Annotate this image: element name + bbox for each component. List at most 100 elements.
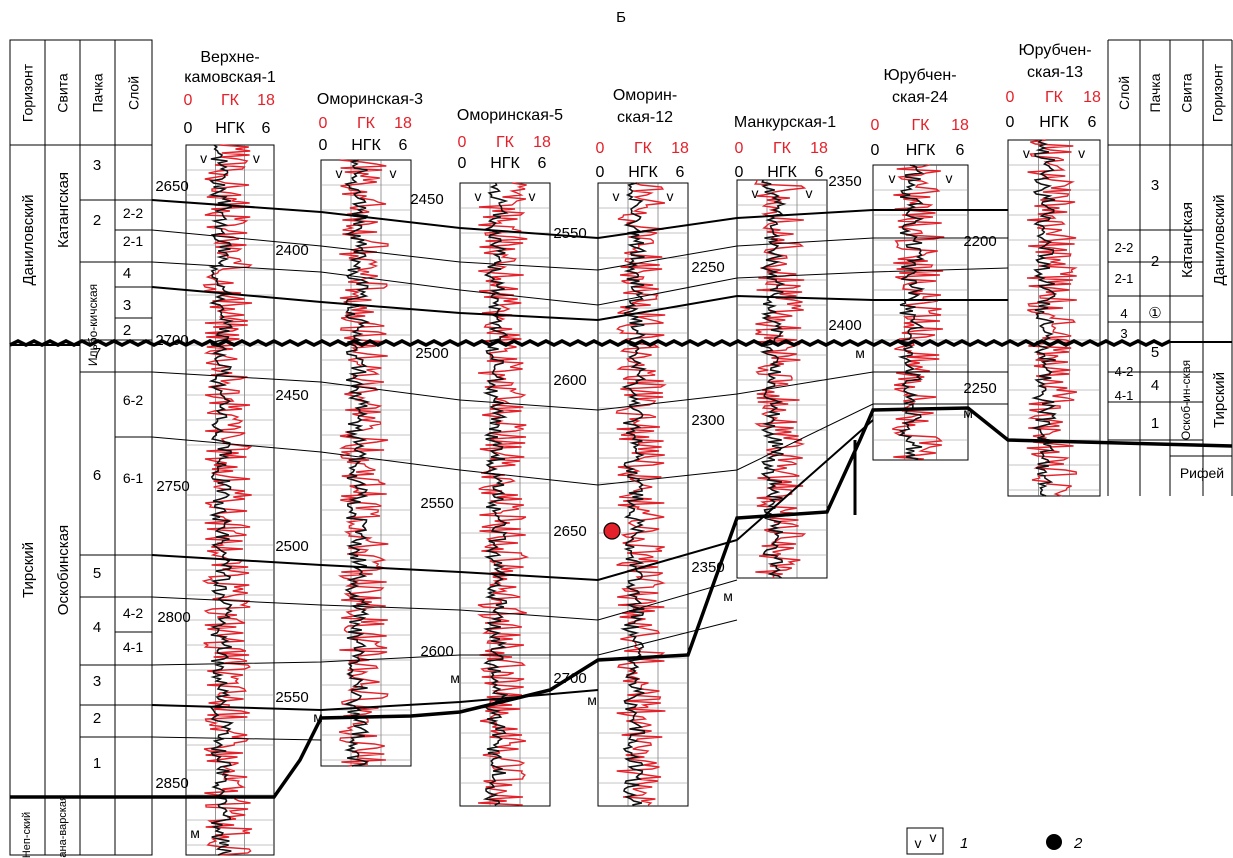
depth-label: 2250 bbox=[963, 380, 996, 397]
m-marker: м bbox=[313, 709, 323, 725]
tuff-mark: v bbox=[806, 185, 813, 201]
tuff-mark: v bbox=[475, 188, 482, 204]
depth-label: 2850 bbox=[155, 775, 188, 792]
left-header: Пачка bbox=[90, 73, 106, 112]
labels: Б 2650 2700 2750 2800 2850 2400 2450 2500 2550 245… bbox=[155, 9, 1083, 855]
depth-label: 2550 bbox=[275, 689, 308, 706]
right-layer: 4-1 bbox=[1115, 388, 1134, 403]
gk-scale: ГК bbox=[912, 117, 931, 134]
pack-number: 6 bbox=[93, 467, 101, 484]
right-pack: 5 bbox=[1151, 344, 1159, 361]
layer-label: 4-2 bbox=[123, 605, 143, 621]
ngk-scale: 0 bbox=[871, 142, 880, 159]
pack-number: 3 bbox=[93, 157, 101, 174]
tuff-mark: v bbox=[253, 150, 260, 166]
right-header: Свита bbox=[1179, 73, 1195, 113]
right-svita: Катангская bbox=[1179, 202, 1196, 278]
log-frame bbox=[597, 182, 689, 807]
tuff-mark: v bbox=[613, 188, 620, 204]
gk-scale: 18 bbox=[951, 117, 969, 134]
depth-label: 2300 bbox=[691, 412, 724, 429]
ngk-scale: НГК bbox=[1039, 114, 1069, 131]
well-7: Юрубчен-ская-130 ГК 180 НГК 6v v bbox=[1006, 42, 1101, 497]
well-name: Юрубчен- bbox=[1018, 42, 1091, 59]
pack-number: 4 bbox=[93, 619, 101, 636]
tuff-mark: v bbox=[667, 188, 674, 204]
gk-scale: 18 bbox=[810, 140, 828, 157]
depth-label: 2400 bbox=[828, 317, 861, 334]
ngk-scale: 0 bbox=[319, 137, 328, 154]
tuff-mark: v bbox=[946, 170, 953, 186]
sample-dot bbox=[603, 522, 621, 540]
correlation-line bbox=[151, 199, 1008, 240]
horizon-label: Тирский bbox=[20, 542, 37, 598]
well-name: Оморинская-5 bbox=[457, 107, 563, 124]
figure-letter: Б bbox=[616, 9, 626, 26]
svita-label: Катангская bbox=[55, 172, 72, 248]
gk-scale: ГК bbox=[357, 115, 376, 132]
pack-number: 2 bbox=[123, 322, 131, 339]
correlation-line bbox=[151, 286, 1008, 322]
log-frame bbox=[320, 159, 412, 767]
gk-scale: 0 bbox=[1006, 89, 1015, 106]
ngk-scale: 0 bbox=[596, 164, 605, 181]
legend-tuff-mark: v bbox=[930, 829, 937, 845]
pack-number: 3 bbox=[93, 673, 101, 690]
right-pack: 4 bbox=[1151, 377, 1159, 394]
gk-curve bbox=[337, 159, 389, 767]
ngk-curve bbox=[343, 159, 371, 767]
ngk-curve bbox=[620, 182, 648, 806]
unconformity-base bbox=[10, 406, 1233, 799]
left-header: Горизонт bbox=[20, 63, 36, 122]
right-horizon: Тирский bbox=[1211, 372, 1228, 428]
gk-curve bbox=[753, 179, 807, 579]
depth-label: 2700 bbox=[155, 332, 188, 349]
pack-number: 4 bbox=[123, 265, 131, 282]
legend-num: 2 bbox=[1073, 835, 1083, 852]
well-name: Манкурская-1 bbox=[734, 114, 836, 131]
tuff-mark: v bbox=[336, 165, 343, 181]
right-pack: 2 bbox=[1151, 253, 1159, 270]
depth-label: 2750 bbox=[156, 478, 189, 495]
gk-scale: 18 bbox=[533, 134, 551, 151]
pack-number: 3 bbox=[123, 297, 131, 314]
ngk-scale: 6 bbox=[956, 142, 965, 159]
right-header: Слой bbox=[1116, 76, 1132, 110]
tuff-mark: v bbox=[529, 188, 536, 204]
well-4: Оморин-ская-120 ГК 180 НГК 6v v bbox=[596, 87, 689, 807]
legend-tuff-mark: v bbox=[915, 835, 922, 851]
depth-label: 2650 bbox=[553, 523, 586, 540]
m-marker: м bbox=[855, 345, 865, 361]
tuff-mark: v bbox=[1023, 145, 1030, 161]
ngk-scale: 6 bbox=[1088, 114, 1097, 131]
legend-swatch-tuff bbox=[906, 827, 944, 855]
ngk-scale: 0 bbox=[1006, 114, 1015, 131]
pack-number: 5 bbox=[93, 565, 101, 582]
gk-scale: 18 bbox=[671, 140, 689, 157]
m-marker: м bbox=[723, 588, 733, 604]
ngk-scale: 0 bbox=[735, 164, 744, 181]
gk-scale: 0 bbox=[319, 115, 328, 132]
m-marker: м bbox=[587, 692, 597, 708]
svita-label: Оскобинская bbox=[55, 525, 72, 615]
pack-number: 2 bbox=[93, 212, 101, 229]
depth-label: 2700 bbox=[553, 670, 586, 687]
ngk-scale: 6 bbox=[538, 155, 547, 172]
well-name: ская-13 bbox=[1027, 64, 1083, 81]
gk-scale: 18 bbox=[394, 115, 412, 132]
depth-label: 2400 bbox=[275, 242, 308, 259]
depth-label: 2350 bbox=[691, 559, 724, 576]
legend-swatch-dot bbox=[1046, 834, 1062, 850]
depth-label: 2350 bbox=[828, 173, 861, 190]
correlation-line bbox=[151, 403, 1008, 486]
right-horizon: Даниловский bbox=[1211, 194, 1228, 285]
depth-label: 2600 bbox=[420, 643, 453, 660]
ngk-scale: НГК bbox=[767, 164, 797, 181]
layer-label: 2-1 bbox=[123, 233, 143, 249]
right-pack: 1 bbox=[1151, 415, 1159, 432]
ngk-scale: НГК bbox=[490, 155, 520, 172]
gk-scale: 0 bbox=[596, 140, 605, 157]
gk-scale: 0 bbox=[184, 92, 193, 109]
left-header: Слой bbox=[126, 76, 142, 110]
layer-label: 2-2 bbox=[123, 205, 143, 221]
